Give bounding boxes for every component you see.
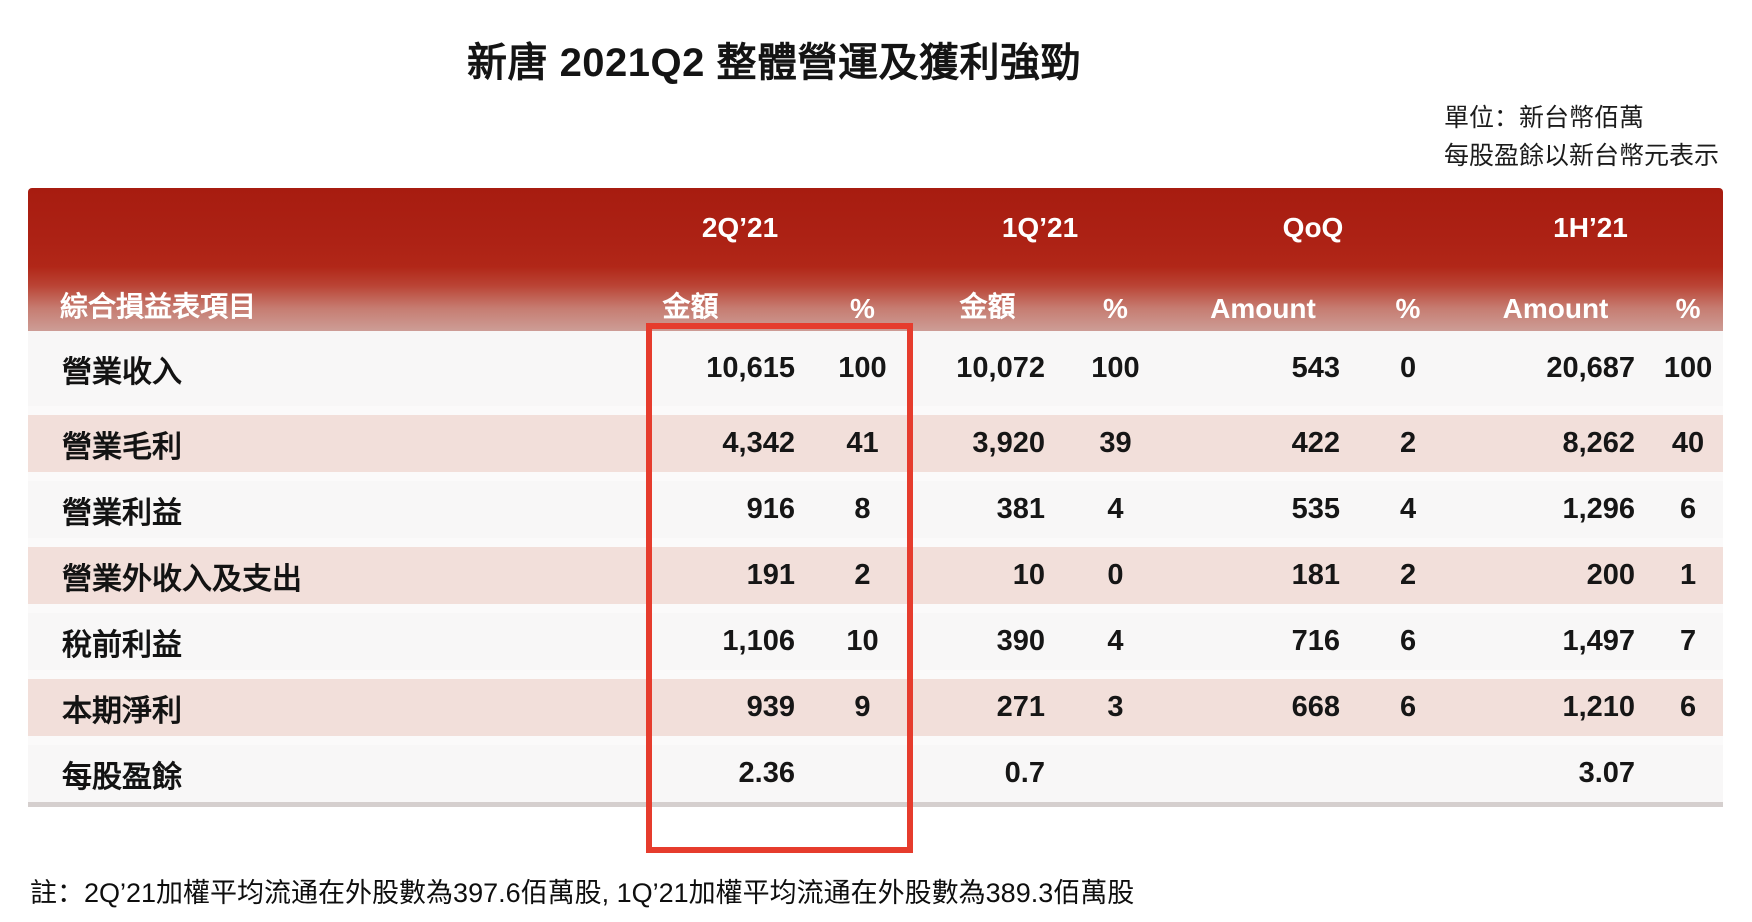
period-header-spacer — [28, 188, 568, 258]
period-header-1q21: 1Q’21 — [1001, 212, 1079, 243]
q1-amount-header: 金額 — [959, 291, 1016, 322]
income-statement-table-wrap: 2Q’21 1Q’21 QoQ 1H’21 綜合損益表項目 金額 % 金額 % … — [28, 188, 1724, 807]
cell-h1-pct: 7 — [1653, 604, 1724, 670]
cell-q1-pct: 3 — [1063, 670, 1168, 736]
cell-h1-pct: 40 — [1653, 406, 1724, 472]
column-header-row: 綜合損益表項目 金額 % 金額 % Amount % Amount % — [28, 258, 1723, 331]
cell-q1-pct: 4 — [1063, 604, 1168, 670]
cell-qoq-amount: 422 — [1168, 406, 1358, 472]
cell-q1-amount: 0.7 — [912, 736, 1063, 802]
cell-qoq-pct: 0 — [1358, 331, 1459, 406]
unit-notes: 單位：新台幣佰萬 每股盈餘以新台幣元表示 — [1444, 99, 1719, 175]
cell-q2-pct: 9 — [813, 670, 912, 736]
q2-pct-header: % — [850, 293, 875, 324]
cell-q2-pct: 41 — [813, 406, 912, 472]
cell-qoq-pct: 2 — [1358, 406, 1459, 472]
cell-h1-pct: 1 — [1653, 538, 1724, 604]
row-item-label: 營業毛利 — [28, 406, 568, 472]
income-statement-table: 2Q’21 1Q’21 QoQ 1H’21 綜合損益表項目 金額 % 金額 % … — [28, 188, 1724, 807]
cell-h1-amount: 1,497 — [1458, 604, 1654, 670]
row-item-label: 營業外收入及支出 — [28, 538, 568, 604]
cell-q1-amount: 390 — [912, 604, 1063, 670]
period-header-2q21: 2Q’21 — [701, 212, 779, 243]
cell-qoq-amount: 543 — [1168, 331, 1358, 406]
slide-title-wrap: 新唐 2021Q2 整體營運及獲利強勁 — [0, 30, 1548, 88]
cell-q2-pct: 100 — [813, 331, 912, 406]
cell-q1-amount: 271 — [912, 670, 1063, 736]
qoq-pct-header: % — [1395, 293, 1421, 324]
cell-h1-amount: 20,687 — [1458, 331, 1654, 406]
cell-q2-pct: 8 — [813, 472, 912, 538]
cell-qoq-amount: 716 — [1168, 604, 1358, 670]
h1-pct-header: % — [1675, 293, 1701, 324]
table-row-revenue: 營業收入 10,615 100 10,072 100 543 0 20,687 … — [28, 331, 1724, 406]
table-row-operating-income: 營業利益 916 8 381 4 535 4 1,296 6 — [28, 472, 1724, 538]
cell-q2-amount: 4,342 — [568, 406, 813, 472]
cell-qoq-pct: 6 — [1358, 670, 1459, 736]
row-item-label: 稅前利益 — [28, 604, 568, 670]
table-row-eps: 每股盈餘 2.36 0.7 3.07 — [28, 736, 1724, 802]
cell-qoq-amount: 535 — [1168, 472, 1358, 538]
cell-h1-pct — [1653, 736, 1724, 802]
footnote: 註：2Q’21加權平均流通在外股數為397.6佰萬股, 1Q’21加權平均流通在… — [30, 878, 1135, 908]
unit-note-line2: 每股盈餘以新台幣元表示 — [1444, 142, 1720, 170]
cell-q1-amount: 381 — [912, 472, 1063, 538]
row-item-label: 營業收入 — [28, 331, 568, 406]
cell-q2-amount: 1,106 — [568, 604, 813, 670]
cell-h1-pct: 6 — [1653, 670, 1724, 736]
cell-q2-pct — [813, 736, 912, 802]
cell-h1-amount: 3.07 — [1458, 736, 1654, 802]
cell-qoq-amount: 181 — [1168, 538, 1358, 604]
period-header-1h21: 1H’21 — [1553, 212, 1628, 243]
cell-h1-amount: 200 — [1458, 538, 1654, 604]
table-row-gross-profit: 營業毛利 4,342 41 3,920 39 422 2 8,262 40 — [28, 406, 1724, 472]
cell-q1-pct: 100 — [1063, 331, 1168, 406]
table-row-net-income: 本期淨利 939 9 271 3 668 6 1,210 6 — [28, 670, 1724, 736]
cell-q2-pct: 10 — [813, 604, 912, 670]
cell-h1-pct: 6 — [1653, 472, 1724, 538]
cell-q2-amount: 191 — [568, 538, 813, 604]
cell-qoq-pct — [1358, 736, 1459, 802]
cell-q1-pct: 0 — [1063, 538, 1168, 604]
cell-h1-amount: 1,210 — [1458, 670, 1654, 736]
cell-q2-amount: 916 — [568, 472, 813, 538]
cell-q1-pct — [1063, 736, 1168, 802]
cell-q2-pct: 2 — [813, 538, 912, 604]
cell-h1-amount: 1,296 — [1458, 472, 1654, 538]
cell-q1-amount: 10 — [912, 538, 1063, 604]
qoq-amount-header: Amount — [1210, 293, 1316, 324]
q1-pct-header: % — [1103, 293, 1128, 324]
period-header-qoq: QoQ — [1282, 212, 1344, 243]
slide-title: 新唐 2021Q2 整體營運及獲利強勁 — [466, 41, 1082, 85]
h1-amount-header: Amount — [1502, 293, 1609, 324]
cell-qoq-pct: 6 — [1358, 604, 1459, 670]
cell-qoq-amount — [1168, 736, 1358, 802]
cell-h1-amount: 8,262 — [1458, 406, 1654, 472]
unit-note-line1: 單位：新台幣佰萬 — [1444, 104, 1645, 132]
cell-q1-amount: 3,920 — [912, 406, 1063, 472]
table-row-pretax-income: 稅前利益 1,106 10 390 4 716 6 1,497 7 — [28, 604, 1724, 670]
cell-qoq-amount: 668 — [1168, 670, 1358, 736]
row-item-label: 每股盈餘 — [28, 736, 568, 802]
cell-q1-pct: 39 — [1063, 406, 1168, 472]
cell-q2-amount: 2.36 — [568, 736, 813, 802]
cell-qoq-pct: 4 — [1358, 472, 1459, 538]
cell-qoq-pct: 2 — [1358, 538, 1459, 604]
item-column-header: 綜合損益表項目 — [60, 291, 257, 322]
cell-h1-pct: 100 — [1653, 331, 1724, 406]
cell-q2-amount: 10,615 — [568, 331, 813, 406]
q2-amount-header: 金額 — [662, 291, 719, 322]
row-item-label: 營業利益 — [28, 472, 568, 538]
cell-q1-amount: 10,072 — [912, 331, 1063, 406]
period-header-row: 2Q’21 1Q’21 QoQ 1H’21 — [28, 188, 1723, 258]
table-row-non-operating: 營業外收入及支出 191 2 10 0 181 2 200 1 — [28, 538, 1724, 604]
row-item-label: 本期淨利 — [28, 670, 568, 736]
cell-q1-pct: 4 — [1063, 472, 1168, 538]
cell-q2-amount: 939 — [568, 670, 813, 736]
